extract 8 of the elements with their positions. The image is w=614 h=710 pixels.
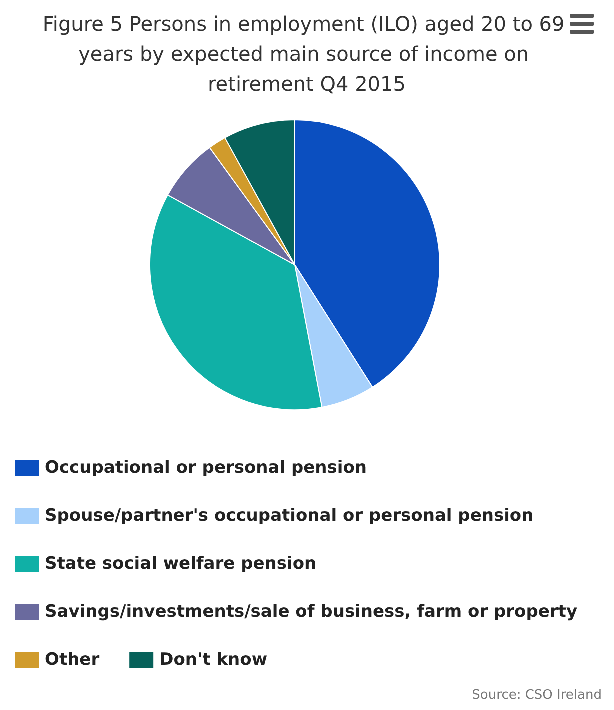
source-note: Source: CSO Ireland xyxy=(472,688,602,703)
legend-label: State social welfare pension xyxy=(45,554,317,574)
chart-title: Figure 5 Persons in employment (ILO) aged 20 to 69 years by expected main source of income on retirement Q4 2015 xyxy=(42,12,572,96)
legend-label: Spouse/partner's occupational or personal pension xyxy=(45,506,534,526)
legend-label: Savings/investments/sale of business, farm or property xyxy=(45,602,578,622)
legend-label: Don't know xyxy=(160,650,268,670)
legend-label: Occupational or personal pension xyxy=(45,458,368,478)
legend-label: Other xyxy=(45,650,100,670)
